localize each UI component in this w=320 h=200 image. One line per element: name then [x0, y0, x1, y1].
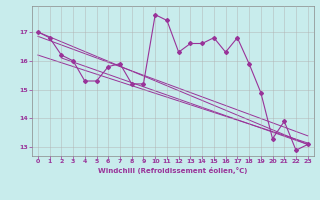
- X-axis label: Windchill (Refroidissement éolien,°C): Windchill (Refroidissement éolien,°C): [98, 167, 247, 174]
